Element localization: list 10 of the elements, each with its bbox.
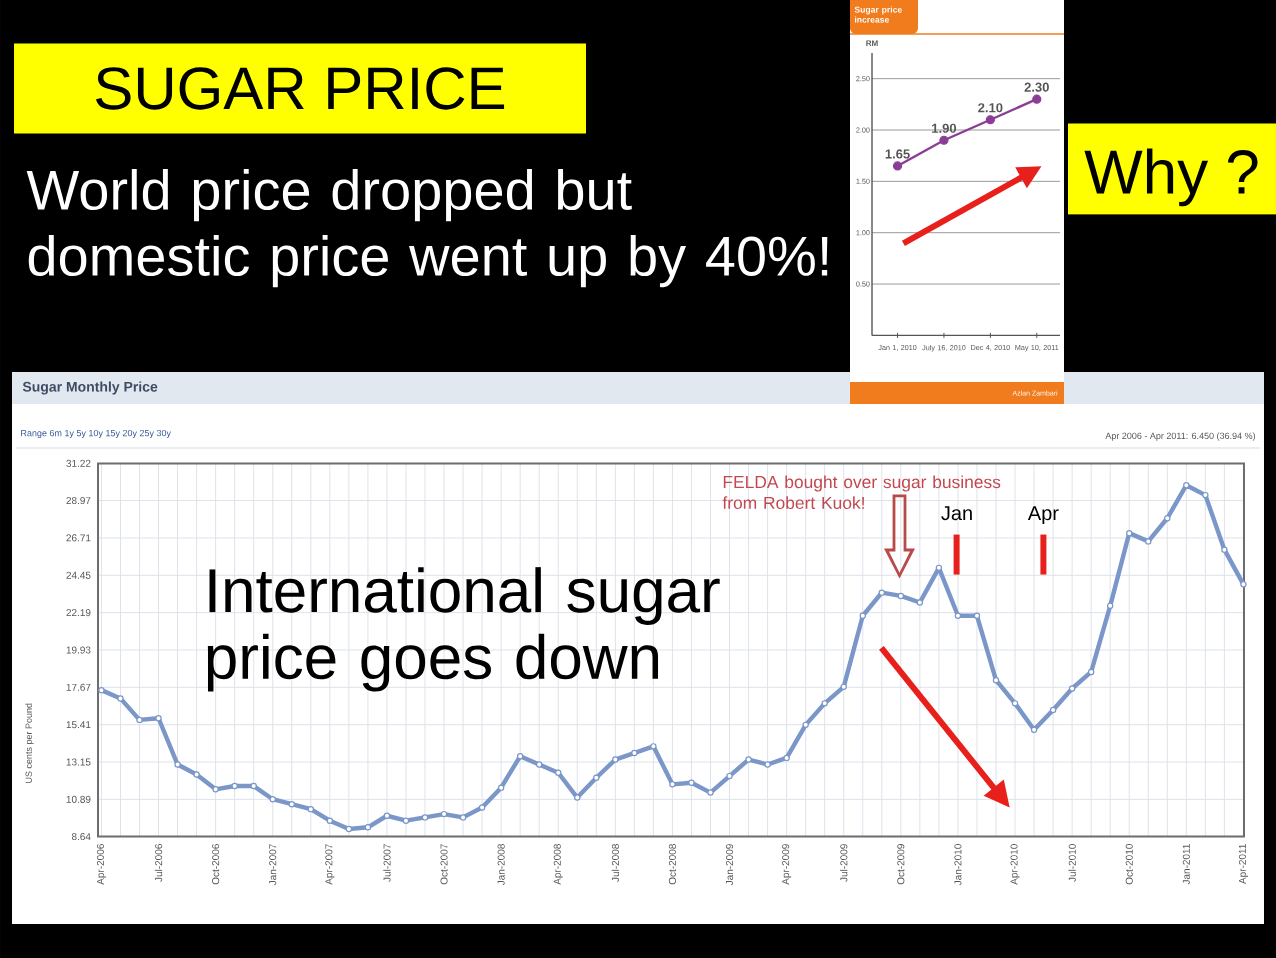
text: SUGAR PRICE bbox=[96, 67, 505, 110]
annotation: Jan bbox=[941, 506, 972, 521]
text: World price dropped but domestic price went up by 40%! bbox=[26, 169, 828, 288]
point bbox=[985, 115, 995, 125]
text: Why ? bbox=[1084, 148, 1258, 207]
point bbox=[892, 161, 903, 171]
annotation: International sugar price goes down bbox=[207, 567, 720, 692]
point bbox=[939, 135, 949, 145]
point bbox=[1032, 94, 1042, 104]
annotation: Apr bbox=[1027, 506, 1059, 525]
